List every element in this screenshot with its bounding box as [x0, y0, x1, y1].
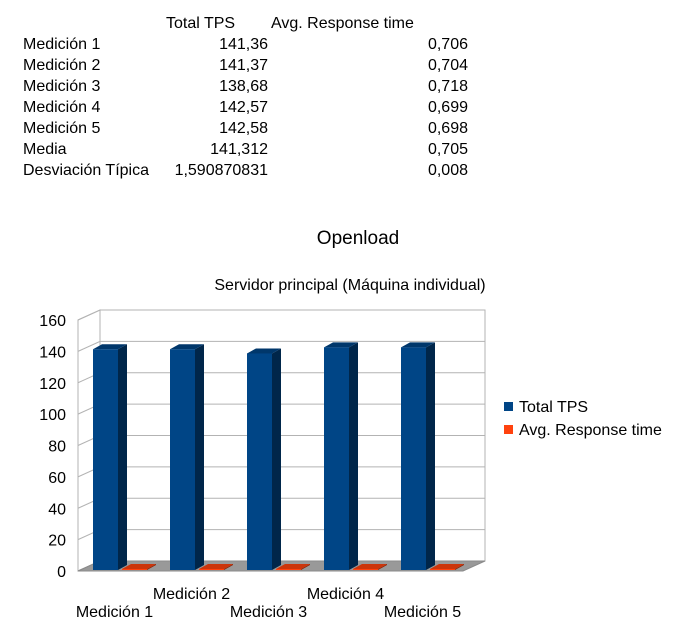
gridline — [77, 340, 485, 352]
bar-total-tps-side — [349, 342, 358, 570]
bar-total-tps-side — [195, 344, 204, 570]
x-tick-label: Medición 1 — [76, 604, 153, 621]
bar-avg-response-time — [199, 569, 224, 570]
table-row-label: Medición 2 — [23, 57, 101, 74]
x-tick-label: Medición 3 — [230, 604, 307, 621]
y-tick-label: 100 — [39, 407, 66, 424]
chart-title: Openload — [316, 228, 400, 249]
bar-total-tps-top — [93, 344, 127, 350]
table-cell: 141,36 — [219, 36, 268, 53]
bar-total-tps — [401, 347, 426, 570]
table-row-label: Medición 3 — [23, 78, 101, 95]
bar-avg-response-time-side — [224, 564, 233, 570]
x-tick-label: Medición 2 — [153, 586, 230, 603]
y-tick-label: 60 — [48, 470, 66, 487]
table-cell: 142,57 — [219, 99, 268, 116]
bar-avg-response-time-side — [147, 564, 156, 570]
bar-total-tps-side — [426, 342, 435, 570]
bar-total-tps-top — [324, 342, 358, 348]
y-tick-label: 40 — [48, 501, 66, 518]
table-header-cell: Total TPS — [166, 15, 236, 32]
table-cell: 141,37 — [219, 57, 268, 74]
y-tick-label: 0 — [57, 564, 66, 581]
y-tick-label: 120 — [39, 376, 66, 393]
bar-total-tps-side — [118, 344, 127, 570]
legend-label-avg-response-time: Avg. Response time — [519, 422, 662, 439]
y-tick-label: 20 — [48, 533, 66, 550]
bar-avg-response-time-top — [199, 564, 233, 569]
bar-avg-response-time-side — [455, 564, 464, 570]
chart-subtitle: Servidor principal (Máquina individual) — [214, 277, 486, 294]
table-cell: 0,705 — [427, 141, 468, 158]
legend-swatch-avg-response-time — [504, 425, 513, 434]
gridline — [77, 309, 485, 321]
table-cell: 141,312 — [210, 141, 268, 158]
bar-avg-response-time — [122, 569, 147, 570]
bar-total-tps — [93, 349, 118, 570]
table-cell: 0,704 — [427, 57, 468, 74]
table-cell: 142,58 — [219, 120, 268, 137]
x-tick-label: Medición 5 — [384, 604, 461, 621]
bar-avg-response-time-side — [378, 564, 387, 570]
table-cell: 0,699 — [427, 99, 468, 116]
bar-avg-response-time-top — [276, 564, 310, 569]
bar-avg-response-time-top — [122, 564, 156, 569]
table-cell: 1,590870831 — [174, 162, 268, 179]
table-cell: 0,706 — [427, 36, 468, 53]
y-tick-label: 160 — [39, 313, 66, 330]
y-tick-label: 140 — [39, 344, 66, 361]
bar-avg-response-time-top — [430, 564, 464, 569]
bar-avg-response-time — [430, 569, 455, 570]
bar-total-tps — [324, 347, 349, 570]
bar-total-tps-top — [247, 348, 281, 354]
legend-label-total-tps: Total TPS — [519, 399, 589, 416]
bar-total-tps-top — [401, 342, 435, 348]
legend-swatch-total-tps — [504, 402, 513, 411]
legend-item-avg-response-time: Avg. Response time — [504, 421, 662, 441]
table-cell: 138,68 — [219, 78, 268, 95]
table-row-label: Desviación Típica — [23, 162, 149, 179]
bar-avg-response-time-top — [353, 564, 387, 569]
bar-total-tps-side — [272, 348, 281, 570]
table-row-label: Medición 1 — [23, 36, 101, 53]
table-row-label: Medición 5 — [23, 120, 101, 137]
table-cell: 0,008 — [427, 162, 468, 179]
table-row-label: Medición 4 — [23, 99, 101, 116]
table-row-label: Media — [23, 141, 67, 158]
bar-avg-response-time — [276, 569, 301, 570]
bar-total-tps — [170, 349, 195, 570]
table-header-cell: Avg. Response time — [271, 15, 414, 32]
bar-total-tps — [247, 353, 272, 570]
bar-avg-response-time — [353, 569, 378, 570]
x-tick-label: Medición 4 — [307, 586, 384, 603]
y-tick-label: 80 — [48, 439, 66, 456]
table-cell: 0,718 — [427, 78, 468, 95]
legend-item-total-tps: Total TPS — [504, 398, 588, 418]
bar-avg-response-time-side — [301, 564, 310, 570]
table-cell: 0,698 — [427, 120, 468, 137]
bar-total-tps-top — [170, 344, 204, 350]
